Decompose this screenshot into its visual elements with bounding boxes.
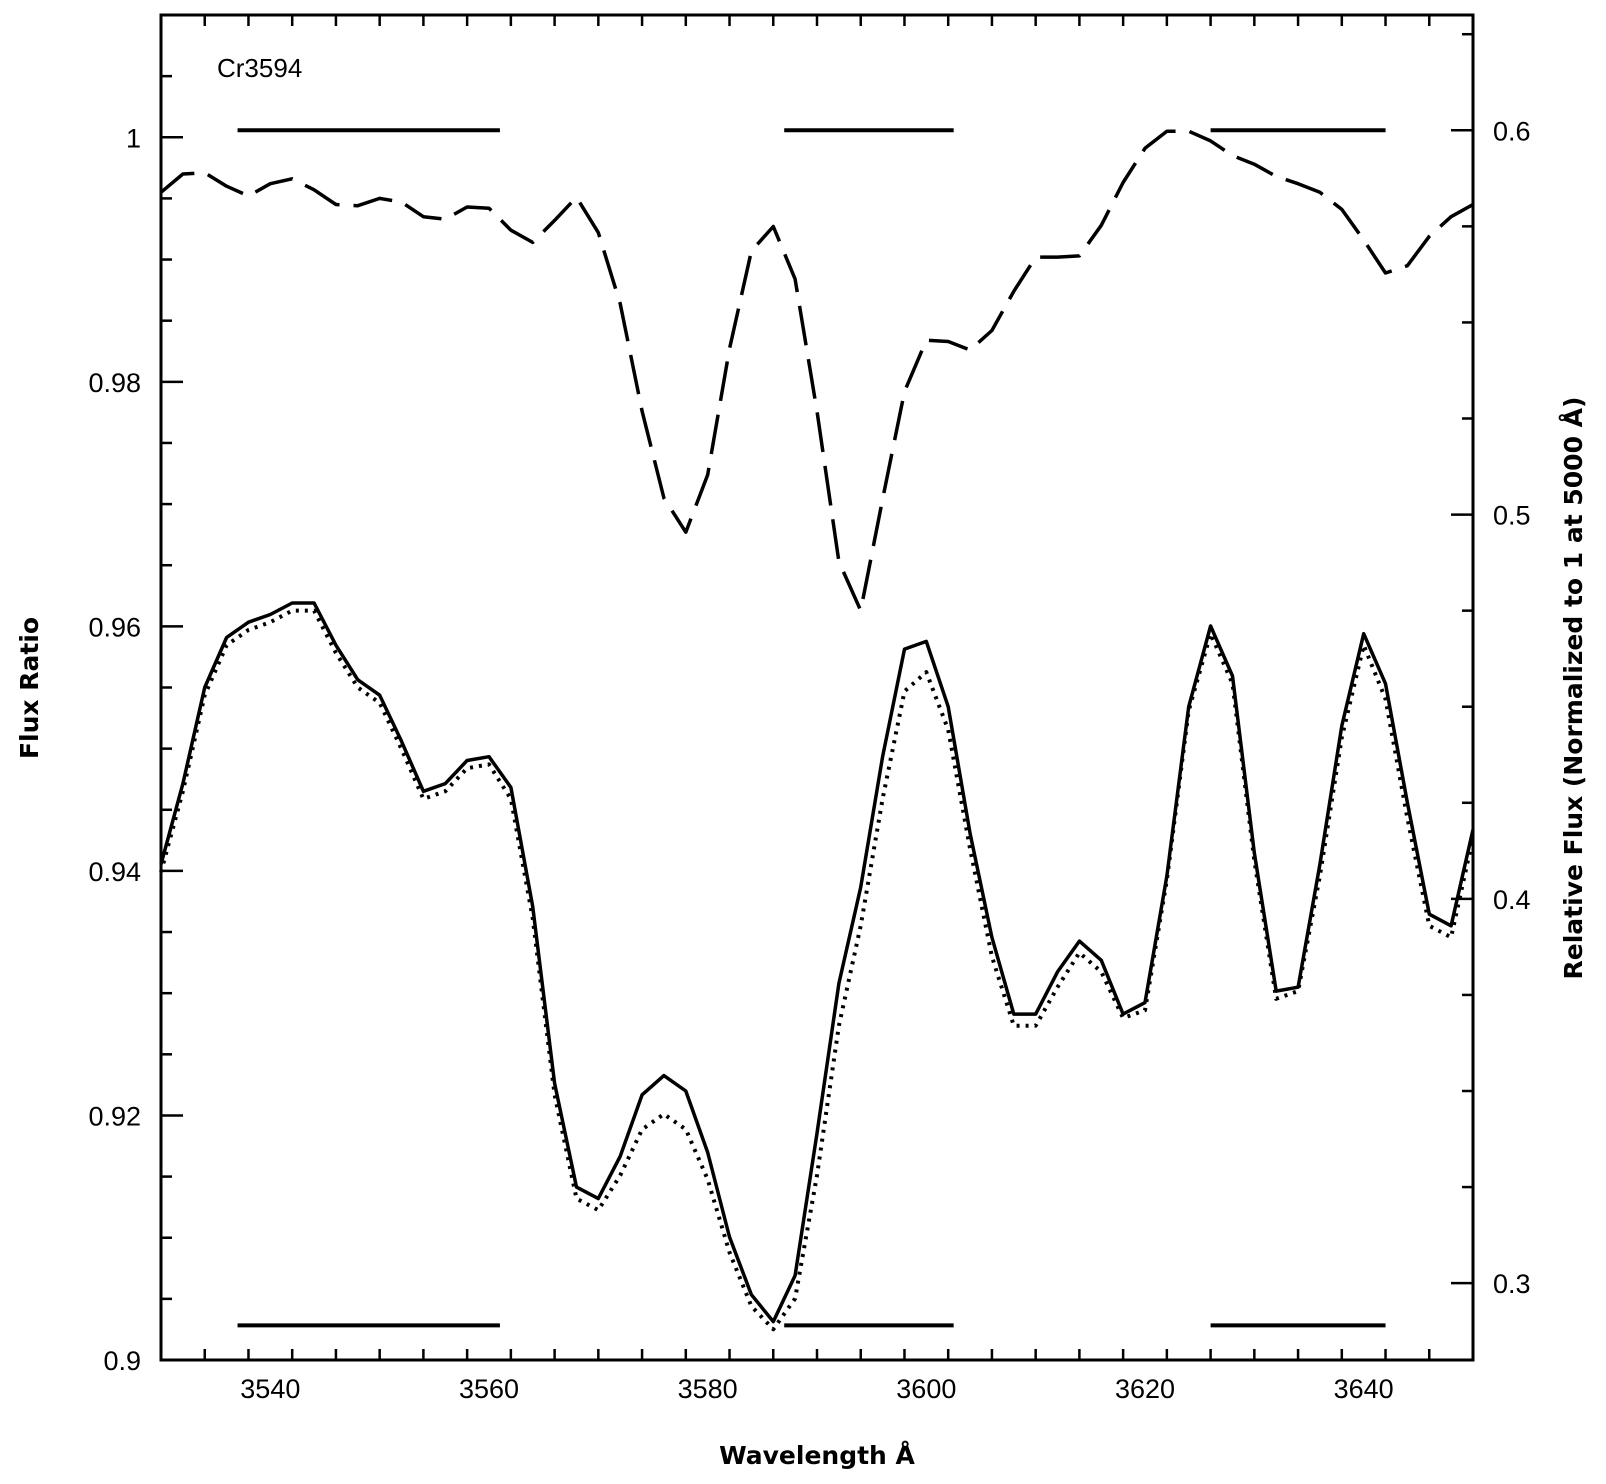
y-axis-title-right: Relative Flux (Normalized to 1 at 5000 Å… — [1559, 397, 1588, 980]
data-series — [159, 129, 1475, 1332]
series-line-solid — [159, 601, 1475, 1324]
x-tick-label: 3540 — [240, 1374, 300, 1404]
y-tick-label-right: 0.3 — [1493, 1269, 1531, 1299]
series-line-dashed — [159, 129, 1474, 613]
y-tick-label-left: 0.96 — [88, 612, 141, 642]
y-axis-title-left: Flux Ratio — [15, 617, 44, 759]
x-tick-label: 3640 — [1334, 1374, 1394, 1404]
x-tick-label: 3620 — [1115, 1374, 1175, 1404]
tick-labels: 3540 3560 3580 3600 3620 3640 0.9 0.92 0.94 0.96 0… — [88, 116, 1530, 1404]
y-tick-label-left: 0.9 — [103, 1346, 141, 1376]
y-tick-label-right: 0.5 — [1493, 501, 1531, 531]
annotation-label: Cr3594 — [217, 53, 302, 83]
y-tick-label-right: 0.4 — [1493, 885, 1531, 915]
x-axis-title: Wavelength Å — [719, 1441, 915, 1470]
x-tick-label: 3580 — [678, 1374, 738, 1404]
y-tick-label-left: 1 — [126, 123, 141, 153]
series-line-dotted — [159, 608, 1475, 1332]
x-tick-label: 3600 — [896, 1374, 956, 1404]
plot-frame — [159, 13, 1475, 1362]
y-tick-label-left: 0.98 — [88, 368, 141, 398]
x-tick-label: 3560 — [459, 1374, 519, 1404]
axis-ticks — [159, 13, 1475, 1362]
y-tick-label-right: 0.6 — [1493, 116, 1531, 146]
y-tick-label-left: 0.92 — [88, 1101, 141, 1131]
y-tick-label-left: 0.94 — [88, 857, 141, 887]
continuum-bands — [237, 128, 1386, 1328]
